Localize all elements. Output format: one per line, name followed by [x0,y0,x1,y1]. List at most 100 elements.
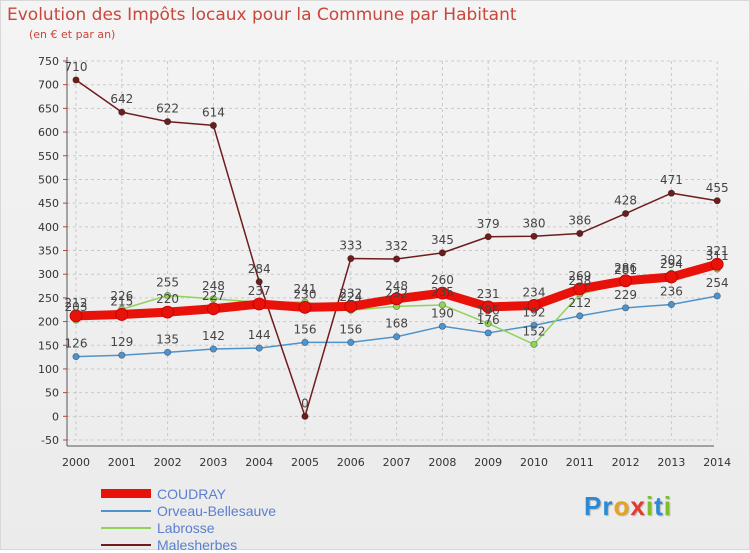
data-point-malesherbes [576,229,584,238]
legend-item-coudray: COUDRAY [101,485,276,502]
data-point-coudray [161,305,175,319]
legend-label: Orveau-Bellesauve [157,502,277,519]
proxiti-logo: Proxiti [584,491,672,522]
data-label-malesherbes: 345 [431,233,454,247]
y-tick-label: 450 [38,197,59,210]
y-tick-label: 50 [45,387,59,400]
data-point-malesherbes [713,197,721,205]
data-label-orveau-bellesauve: 190 [431,306,454,320]
y-tick-label: 250 [38,292,59,305]
data-point-malesherbes [72,76,80,84]
data-point-orveau-bellesauve [576,312,584,320]
y-tick-label: 0 [52,410,59,423]
x-tick-label: 2001 [108,456,136,469]
data-point-malesherbes [484,233,492,241]
data-point-coudray [390,292,404,306]
data-point-malesherbes [530,232,538,240]
data-point-coudray [344,300,358,313]
data-point-coudray [206,302,220,316]
x-tick-label: 2011 [566,456,594,469]
x-tick-label: 2005 [291,456,319,469]
y-tick-label: 550 [38,150,59,163]
data-point-orveau-bellesauve [72,353,80,361]
data-point-malesherbes [621,209,630,218]
data-label-labrosse: 226 [110,289,133,303]
x-tick-label: 2003 [199,456,227,469]
data-point-labrosse [164,291,172,300]
logo-letter: i [663,491,672,521]
legend-swatch [101,509,151,512]
data-label-orveau-bellesauve: 192 [523,305,546,319]
data-label-labrosse: 235 [431,285,454,299]
x-tick-label: 2012 [612,456,640,469]
data-label-coudray: 212 [65,296,88,310]
data-label-malesherbes: 614 [202,105,225,119]
legend-item-malesherbes: Malesherbes [101,536,276,553]
data-label-labrosse: 196 [477,303,500,317]
data-point-coudray [115,308,129,321]
data-label-malesherbes: 0 [301,396,309,410]
data-label-coudray: 231 [477,287,500,301]
data-point-malesherbes [255,278,263,286]
x-tick-label: 2014 [703,456,731,469]
data-point-malesherbes [164,118,172,126]
y-tick-label: 200 [38,316,59,329]
y-tick-label: 750 [38,55,59,68]
y-tick-label: 350 [38,245,59,258]
logo-letter: i [645,491,655,521]
data-point-orveau-bellesauve [438,322,446,330]
data-label-orveau-bellesauve: 156 [339,322,362,336]
x-tick-label: 2008 [428,456,456,469]
y-tick-label: 300 [38,268,59,281]
data-point-malesherbes [347,254,355,263]
data-point-orveau-bellesauve [164,348,172,356]
x-tick-label: 2010 [520,456,548,469]
data-label-malesherbes: 428 [614,194,637,208]
data-point-labrosse [530,340,538,348]
data-label-malesherbes: 333 [339,239,362,253]
logo-letter: P [584,491,603,521]
data-label-coudray: 227 [202,289,225,303]
data-label-labrosse: 311 [706,249,729,263]
logo-letter: t [654,491,664,521]
data-label-coudray: 286 [614,261,637,275]
logo-letter: r [602,491,614,521]
data-label-coudray: 215 [110,294,133,308]
data-label-labrosse: 248 [202,279,225,293]
data-label-coudray: 232 [339,286,362,300]
data-point-coudray [481,300,495,314]
data-label-coudray: 234 [523,285,546,299]
data-point-coudray [665,270,678,284]
legend-item-labrosse: Labrosse [101,519,276,536]
data-label-orveau-bellesauve: 144 [248,328,271,342]
data-point-orveau-bellesauve [484,329,492,337]
chart-legend: COUDRAY Orveau-Bellesauve Labrosse Malesher… [101,485,276,553]
data-label-coudray: 248 [385,279,408,293]
data-point-malesherbes [667,189,676,197]
data-label-malesherbes: 332 [385,239,408,253]
data-point-malesherbes [392,255,401,263]
data-label-labrosse: 281 [614,263,637,277]
data-point-coudray [435,286,449,300]
data-point-orveau-bellesauve [347,338,355,347]
data-label-coudray: 260 [431,273,454,287]
data-label-coudray: 220 [156,292,179,306]
data-point-orveau-bellesauve [667,300,676,309]
x-tick-label: 2006 [337,456,365,469]
logo-letter: x [630,491,646,521]
data-label-malesherbes: 455 [706,181,729,195]
y-tick-label: 700 [38,79,59,92]
data-label-malesherbes: 471 [660,173,683,187]
data-label-coudray: 294 [660,257,683,271]
x-tick-label: 2009 [474,456,502,469]
y-tick-label: 100 [38,363,59,376]
x-tick-label: 2002 [154,456,182,469]
legend-label: Malesherbes [157,536,238,553]
data-label-malesherbes: 642 [110,92,133,106]
data-point-orveau-bellesauve [118,351,126,359]
data-label-malesherbes: 710 [65,60,88,74]
data-point-coudray [619,274,632,288]
data-label-malesherbes: 284 [248,262,271,276]
legend-swatch [101,489,151,498]
